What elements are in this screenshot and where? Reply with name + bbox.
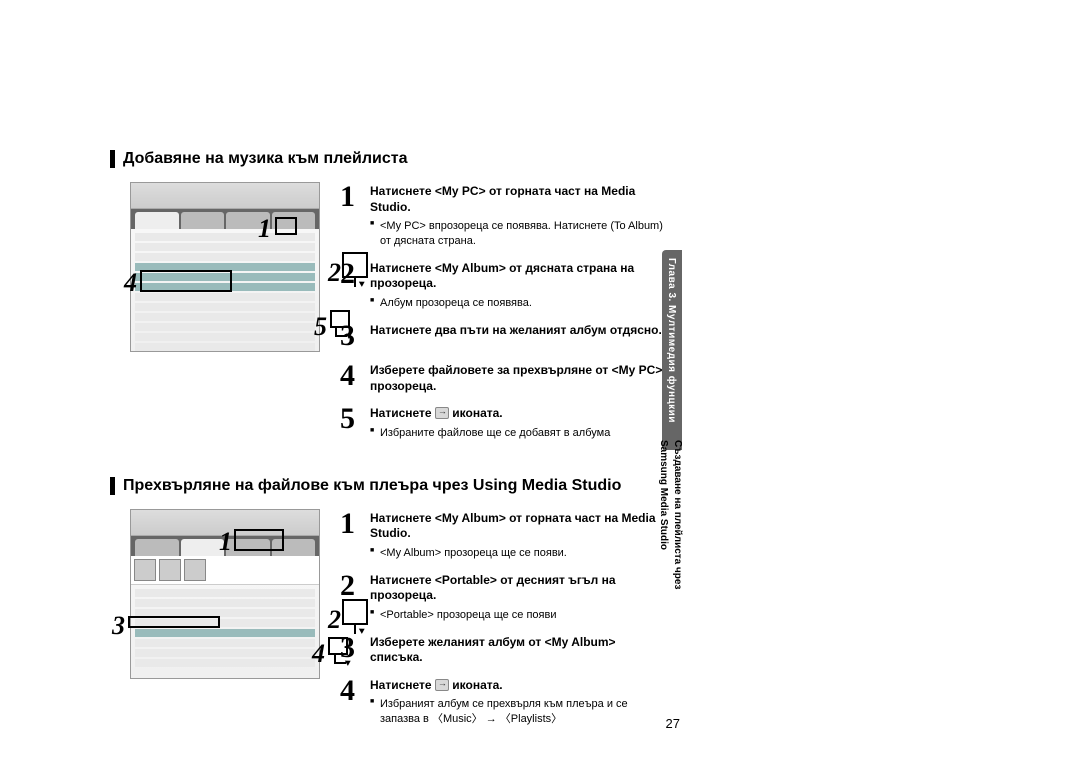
step-subtext: Албум прозореца се появява. bbox=[370, 296, 670, 311]
chapter-side-tab-text: Глава 3. Мултимедия фунцкии bbox=[666, 258, 677, 423]
callout-number: 2 bbox=[328, 605, 341, 635]
step: 1 Натиснете <My Album> от горната част н… bbox=[340, 509, 670, 561]
callout-box bbox=[342, 252, 368, 278]
step-title: Натиснете два пъти на желаният албум отд… bbox=[370, 323, 670, 339]
step-title: Натиснете <My Album> от горната част на … bbox=[370, 511, 670, 542]
step-title-post: иконата. bbox=[452, 678, 502, 692]
callout-box bbox=[140, 270, 232, 292]
step-title: Натиснете иконата. bbox=[370, 678, 670, 694]
step-subtext: Избраният албум се прехвърля към плеъра … bbox=[370, 697, 670, 727]
callout-number: 2 bbox=[328, 258, 341, 288]
step-subtext: <My PC> впрозореца се появява. Натиснете… bbox=[370, 219, 670, 249]
callout-number: 5 bbox=[314, 312, 327, 342]
step: 3 Изберете желаният албум от <My Album> … bbox=[340, 633, 670, 666]
step: 4 Натиснете иконата. Избраният албум се … bbox=[340, 676, 670, 727]
callout-box bbox=[328, 637, 348, 655]
section-heading-2: Прехвърляне на файлове към плеъра чрез U… bbox=[110, 477, 670, 495]
section-body-1: 1 4 2 5 1 Натиснете <My PC> от горната ч… bbox=[110, 182, 670, 451]
app-screenshot-1 bbox=[130, 182, 320, 352]
step-subtext: Избраните файлове ще се добавят в албума bbox=[370, 426, 670, 441]
callout-number: 1 bbox=[219, 527, 232, 557]
step: 1 Натиснете <My PC> от горната част на M… bbox=[340, 182, 670, 249]
step-title: Изберете файловете за прехвърляне от <My… bbox=[370, 363, 670, 394]
step-title-pre: Натиснете bbox=[370, 406, 435, 420]
step-title-post: иконата. bbox=[452, 406, 502, 420]
step-title: Натиснете <Portable> от десният ъгъл на … bbox=[370, 573, 670, 604]
step-number: 5 bbox=[340, 404, 362, 440]
page-number: 27 bbox=[666, 716, 680, 731]
callout-box bbox=[330, 310, 350, 328]
step-number: 4 bbox=[340, 676, 362, 727]
callout-box bbox=[275, 217, 297, 235]
step-number: 4 bbox=[340, 361, 362, 394]
step: 2 Натиснете <My Album> от дясната страна… bbox=[340, 259, 670, 311]
screenshot-column-2: 1 3 2 4 bbox=[110, 509, 320, 738]
callout-number: 4 bbox=[124, 268, 137, 298]
callout-number: 3 bbox=[112, 611, 125, 641]
callout-number: 1 bbox=[258, 214, 271, 244]
step-title: Натиснете <My PC> от горната част на Med… bbox=[370, 184, 670, 215]
side-caption: Създаване на плейлиста чрезSamsung Media… bbox=[656, 440, 684, 589]
screenshot-column-1: 1 4 2 5 bbox=[110, 182, 320, 451]
step: 5 Натиснете иконата. Избраните файлове щ… bbox=[340, 404, 670, 440]
fake-toolbar bbox=[131, 183, 319, 209]
callout-box bbox=[342, 599, 368, 625]
callout-number: 4 bbox=[312, 639, 325, 669]
step-title: Натиснете <My Album> от дясната страна н… bbox=[370, 261, 670, 292]
step-number: 1 bbox=[340, 509, 362, 561]
transfer-icon bbox=[435, 679, 449, 691]
step-number: 1 bbox=[340, 182, 362, 249]
step: 2 Натиснете <Portable> от десният ъгъл н… bbox=[340, 571, 670, 623]
callout-box bbox=[128, 616, 220, 628]
transfer-icon bbox=[435, 407, 449, 419]
step-title-pre: Натиснете bbox=[370, 678, 435, 692]
step-title: Натиснете иконата. bbox=[370, 406, 670, 422]
fake-thumbnails bbox=[131, 556, 319, 585]
step: 3 Натиснете два пъти на желаният албум о… bbox=[340, 321, 670, 351]
callout-box bbox=[234, 529, 284, 551]
step-title: Изберете желаният албум от <My Album> сп… bbox=[370, 635, 670, 666]
steps-column-2: 1 Натиснете <My Album> от горната част н… bbox=[340, 509, 670, 738]
chapter-side-tab: Глава 3. Мултимедия фунцкии bbox=[662, 250, 682, 450]
step-subtext: <Portable> прозореца ще се появи bbox=[370, 608, 670, 623]
step-subtext: <My Album> прозореца ще се появи. bbox=[370, 546, 670, 561]
step: 4 Изберете файловете за прехвърляне от <… bbox=[340, 361, 670, 394]
steps-column-1: 1 Натиснете <My PC> от горната част на M… bbox=[340, 182, 670, 451]
section-heading-1: Добавяне на музика към плейлиста bbox=[110, 150, 670, 168]
section-body-2: 1 3 2 4 1 Натиснете <My Album> от горнат… bbox=[110, 509, 670, 738]
